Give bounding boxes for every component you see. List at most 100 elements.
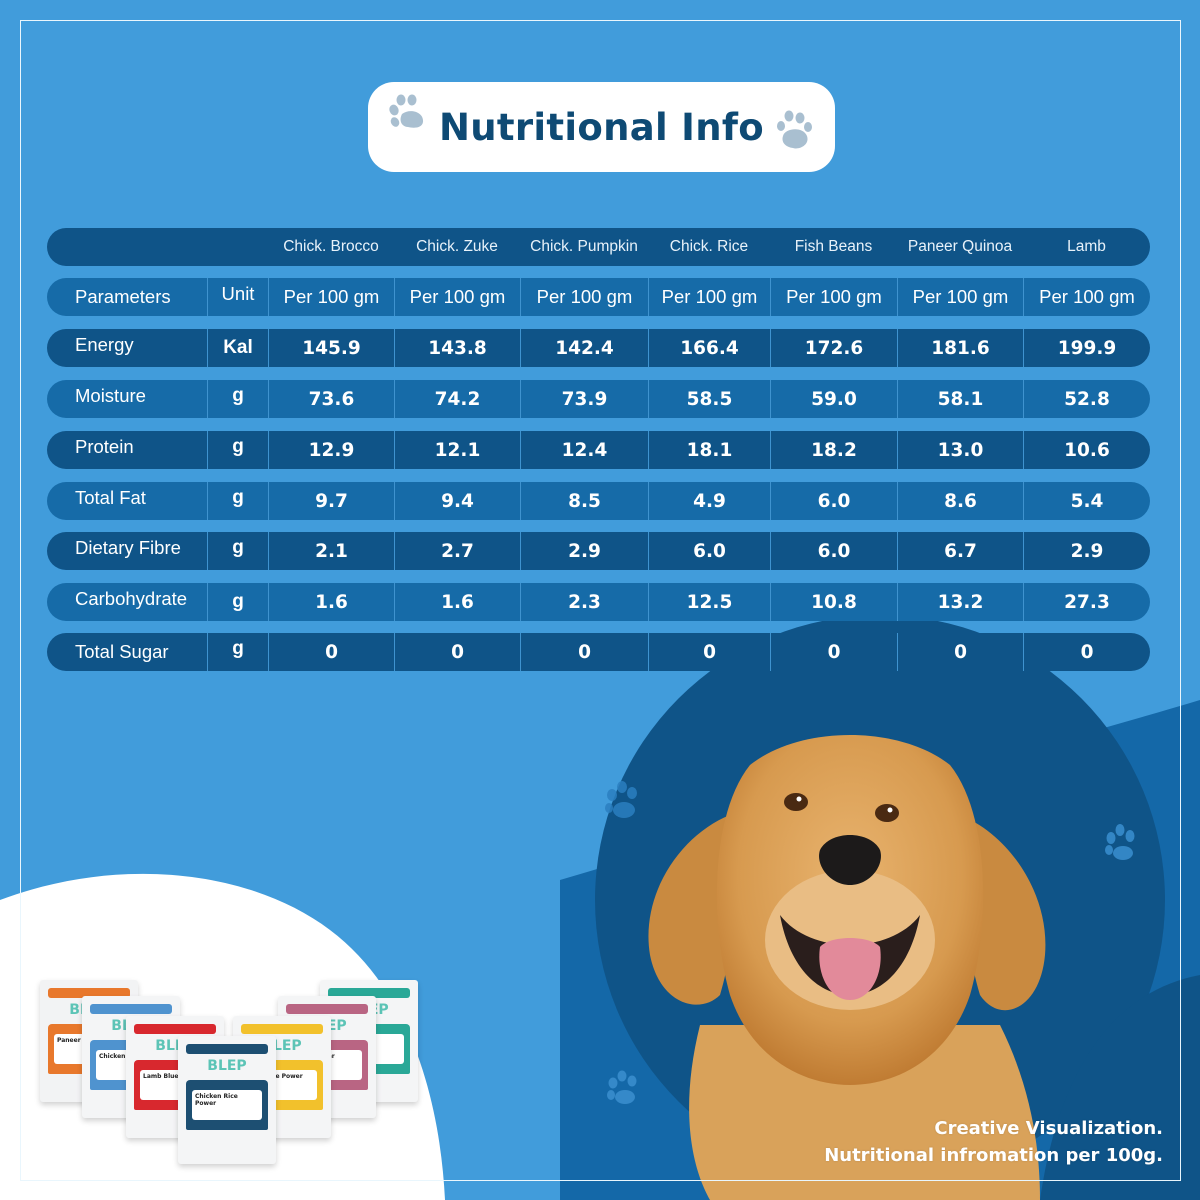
column-header: Paneer Quinoa xyxy=(907,238,1013,255)
table-row: Total Fat g 9.7 9.4 8.5 4.9 6.0 8.6 5.4 xyxy=(47,482,1150,520)
paw-icon xyxy=(1105,824,1135,860)
nutrient-value: 59.0 xyxy=(811,388,857,410)
nutrient-value: 2.3 xyxy=(568,591,601,613)
column-header: Chick. Pumpkin xyxy=(530,238,638,255)
column-header: Chick. Brocco xyxy=(283,238,379,255)
nutrient-value: 5.4 xyxy=(1070,490,1104,512)
parameters-label: Parameters xyxy=(75,286,171,307)
unit-value: g xyxy=(232,537,244,558)
unit-value: g xyxy=(232,436,244,457)
page-title: Nutritional Info xyxy=(438,105,764,149)
nutrient-value: 145.9 xyxy=(302,337,361,359)
table-header-basis: Parameters Unit Per 100 gm Per 100 gm Pe… xyxy=(47,278,1150,316)
unit-value: g xyxy=(232,385,244,406)
nutrient-value: 0 xyxy=(325,641,338,663)
nutrient-value: 12.1 xyxy=(434,439,481,461)
column-header: Chick. Zuke xyxy=(416,238,498,255)
nutrient-value: 0 xyxy=(1080,641,1094,663)
caption-line-1: Creative Visualization. xyxy=(934,1118,1163,1139)
nutrient-value: 8.6 xyxy=(944,490,977,512)
paw-icon xyxy=(389,94,424,128)
nutrient-value: 13.0 xyxy=(937,439,984,461)
nutrient-value: 18.2 xyxy=(811,439,857,461)
nutrient-value: 142.4 xyxy=(555,337,614,359)
paw-icon xyxy=(777,110,812,149)
nutrient-value: 0 xyxy=(703,641,716,663)
nutrient-value: 73.9 xyxy=(561,388,608,410)
unit-value: g xyxy=(232,487,244,508)
parameter-name: Carbohydrate xyxy=(75,588,188,609)
basis-label: Per 100 gm xyxy=(1039,286,1135,307)
nutrient-value: 6.0 xyxy=(817,490,851,512)
nutrient-value: 58.1 xyxy=(937,388,984,410)
table-row: Total Sugar g 0 0 0 0 0 0 0 xyxy=(47,633,1150,671)
column-header: Fish Beans xyxy=(794,238,873,255)
nutrient-value: 10.8 xyxy=(811,591,857,613)
parameter-name: Protein xyxy=(75,436,134,457)
table-row: Moisture g 73.6 74.2 73.9 58.5 59.0 58.1… xyxy=(47,380,1150,418)
nutrient-value: 9.7 xyxy=(315,490,348,512)
unit-value: Kal xyxy=(223,337,253,358)
parameter-name: Total Fat xyxy=(75,487,146,508)
table-row: Carbohydrate g 1.6 1.6 2.3 12.5 10.8 13.… xyxy=(47,583,1150,621)
parameter-name: Moisture xyxy=(75,385,146,406)
nutrient-value: 4.9 xyxy=(693,490,726,512)
nutrient-value: 2.9 xyxy=(568,540,601,562)
paw-icon xyxy=(607,1070,637,1104)
nutrient-value: 12.5 xyxy=(686,591,733,613)
parameter-name: Dietary Fibre xyxy=(75,537,181,558)
column-header: Lamb xyxy=(1067,238,1106,255)
nutrient-value: 172.6 xyxy=(804,337,864,359)
nutrient-value: 8.5 xyxy=(568,490,601,512)
nutrient-value: 10.6 xyxy=(1064,439,1110,461)
product-pack: BLEP Chicken Rice Power xyxy=(178,1036,276,1164)
parameter-name: Total Sugar xyxy=(75,641,169,662)
nutrient-value: 0 xyxy=(578,641,591,663)
nutrient-value: 1.6 xyxy=(315,591,348,613)
nutrient-value: 13.2 xyxy=(937,591,984,613)
nutrient-value: 199.9 xyxy=(1057,337,1117,359)
basis-label: Per 100 gm xyxy=(912,286,1009,307)
nutrient-value: 0 xyxy=(451,641,464,663)
unit-label: Unit xyxy=(221,283,255,304)
caption: Creative Visualization. Nutritional infr… xyxy=(824,1115,1163,1169)
basis-label: Per 100 gm xyxy=(409,286,506,307)
basis-label: Per 100 gm xyxy=(661,286,758,307)
unit-value: g xyxy=(232,638,244,659)
nutrient-value: 73.6 xyxy=(308,388,355,410)
title-banner: Nutritional Info xyxy=(368,82,835,172)
nutrient-value: 6.7 xyxy=(944,540,977,562)
nutrient-value: 2.1 xyxy=(315,540,348,562)
nutrient-value: 0 xyxy=(954,641,967,663)
nutrient-value: 9.4 xyxy=(441,490,474,512)
basis-label: Per 100 gm xyxy=(536,286,633,307)
nutrient-value: 52.8 xyxy=(1064,388,1110,410)
nutrient-value: 0 xyxy=(827,641,841,663)
column-header: Chick. Rice xyxy=(669,238,749,255)
nutrient-value: 6.0 xyxy=(693,540,726,562)
nutrient-value: 12.4 xyxy=(561,439,608,461)
parameter-name: Energy xyxy=(75,334,134,355)
nutrient-value: 181.6 xyxy=(931,337,990,359)
nutrient-value: 166.4 xyxy=(680,337,739,359)
caption-line-2: Nutritional infromation per 100g. xyxy=(824,1145,1163,1166)
table-header-products: Chick. Brocco Chick. Zuke Chick. Pumpkin… xyxy=(47,228,1150,266)
product-packs-image: BLEP Paneer ... BLEP ...ns Power BLEP Ch… xyxy=(38,980,428,1170)
nutrient-value: 74.2 xyxy=(434,388,481,410)
basis-label: Per 100 gm xyxy=(786,286,882,307)
nutrient-value: 12.9 xyxy=(308,439,355,461)
nutrient-value: 6.0 xyxy=(817,540,851,562)
table-row: Energy Kal 145.9 143.8 142.4 166.4 172.6… xyxy=(47,329,1150,367)
table-row: Protein g 12.9 12.1 12.4 18.1 18.2 13.0 … xyxy=(47,431,1150,469)
golden-retriever-image xyxy=(648,735,1046,1200)
nutrient-value: 2.9 xyxy=(1070,540,1104,562)
nutrient-value: 18.1 xyxy=(686,439,733,461)
paw-icon xyxy=(605,781,637,818)
nutrient-value: 58.5 xyxy=(686,388,733,410)
table-row: Dietary Fibre g 2.1 2.7 2.9 6.0 6.0 6.7 … xyxy=(47,532,1150,570)
nutrient-value: 27.3 xyxy=(1064,591,1110,613)
basis-label: Per 100 gm xyxy=(283,286,380,307)
nutrient-value: 143.8 xyxy=(428,337,487,359)
nutrient-value: 1.6 xyxy=(441,591,474,613)
unit-value: g xyxy=(232,591,244,612)
